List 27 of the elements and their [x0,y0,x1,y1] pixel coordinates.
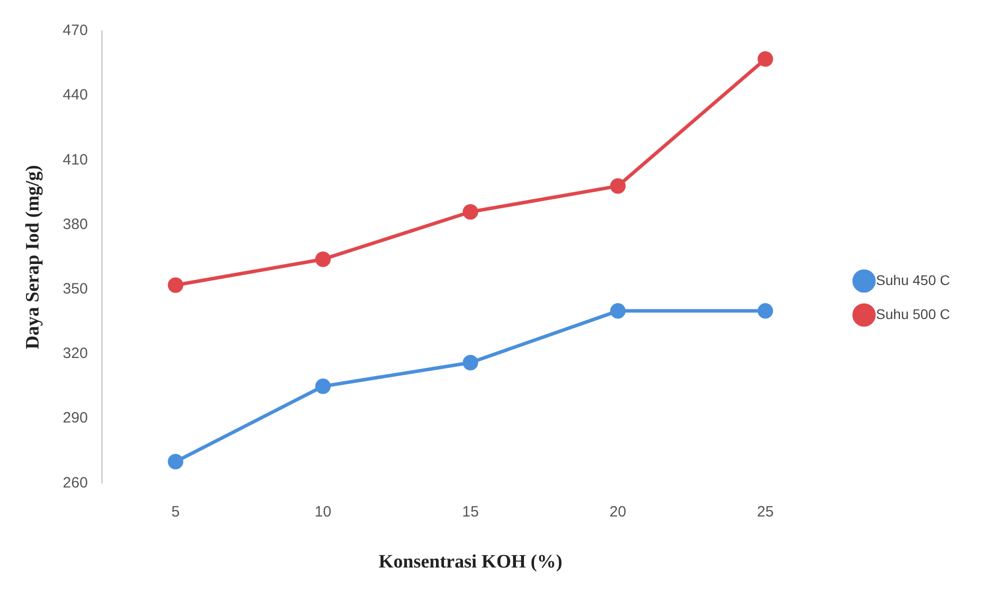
legend-label: Suhu 450 C [876,272,950,288]
y-axis-title: Daya Serap Iod (mg/g) [22,165,44,350]
point [168,277,184,293]
x-tick-label: 20 [610,503,626,520]
point [315,252,331,268]
legend-label: Suhu 500 C [876,306,950,322]
x-tick-label: 25 [756,503,774,520]
x-axis-title: Konsentrasi KOH (%) [378,552,562,573]
y-tick-label: 440 [62,86,88,104]
point [462,354,478,370]
point [168,454,184,470]
y-tick-label: 290 [62,410,88,427]
x-tick-label: 5 [171,503,180,520]
y-tick-label: 350 [62,280,88,298]
x-tick-label: 15 [462,503,479,520]
x-tick-label: 10 [314,503,332,520]
point [610,178,626,194]
point [758,51,774,67]
y-tick-label: 260 [62,474,88,492]
point [758,303,774,319]
y-tick-label: 380 [62,216,88,233]
point [315,378,331,394]
point [462,204,478,220]
y-tick-label: 320 [62,345,88,362]
y-tick-label: 470 [62,22,88,40]
y-tick-label: 410 [62,151,88,168]
point [610,303,626,319]
